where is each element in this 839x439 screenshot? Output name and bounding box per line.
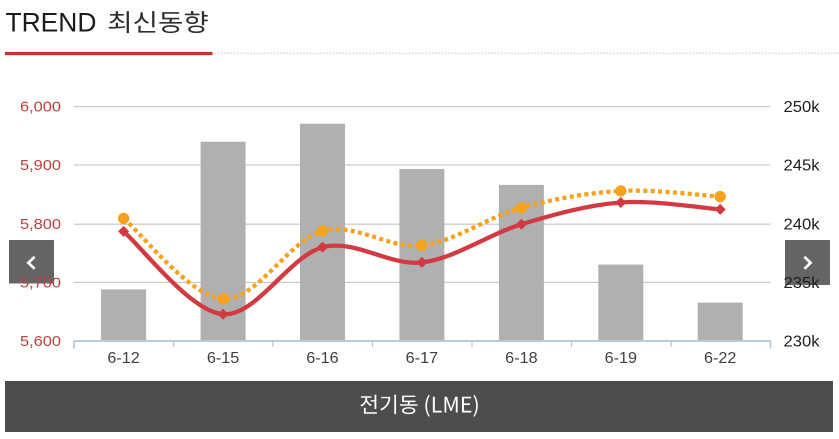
svg-text:5,600: 5,600 (20, 333, 61, 350)
svg-text:6-19: 6-19 (605, 350, 637, 367)
svg-text:6-18: 6-18 (505, 350, 537, 367)
svg-text:6-17: 6-17 (406, 350, 438, 367)
svg-text:5,900: 5,900 (20, 157, 61, 174)
svg-text:6,000: 6,000 (20, 99, 61, 116)
svg-text:6-16: 6-16 (306, 350, 338, 367)
svg-text:TREND: TREND (6, 8, 97, 38)
svg-text:230k: 230k (784, 334, 820, 351)
svg-text:6-12: 6-12 (107, 350, 139, 367)
svg-text:6-15: 6-15 (207, 350, 239, 367)
svg-text:235k: 235k (784, 275, 820, 292)
svg-text:250k: 250k (784, 99, 820, 116)
svg-text:5,800: 5,800 (20, 216, 61, 233)
svg-text:245k: 245k (784, 158, 820, 175)
svg-text:240k: 240k (784, 217, 820, 234)
svg-text:5,700: 5,700 (20, 274, 61, 291)
svg-text:6-22: 6-22 (704, 350, 736, 367)
